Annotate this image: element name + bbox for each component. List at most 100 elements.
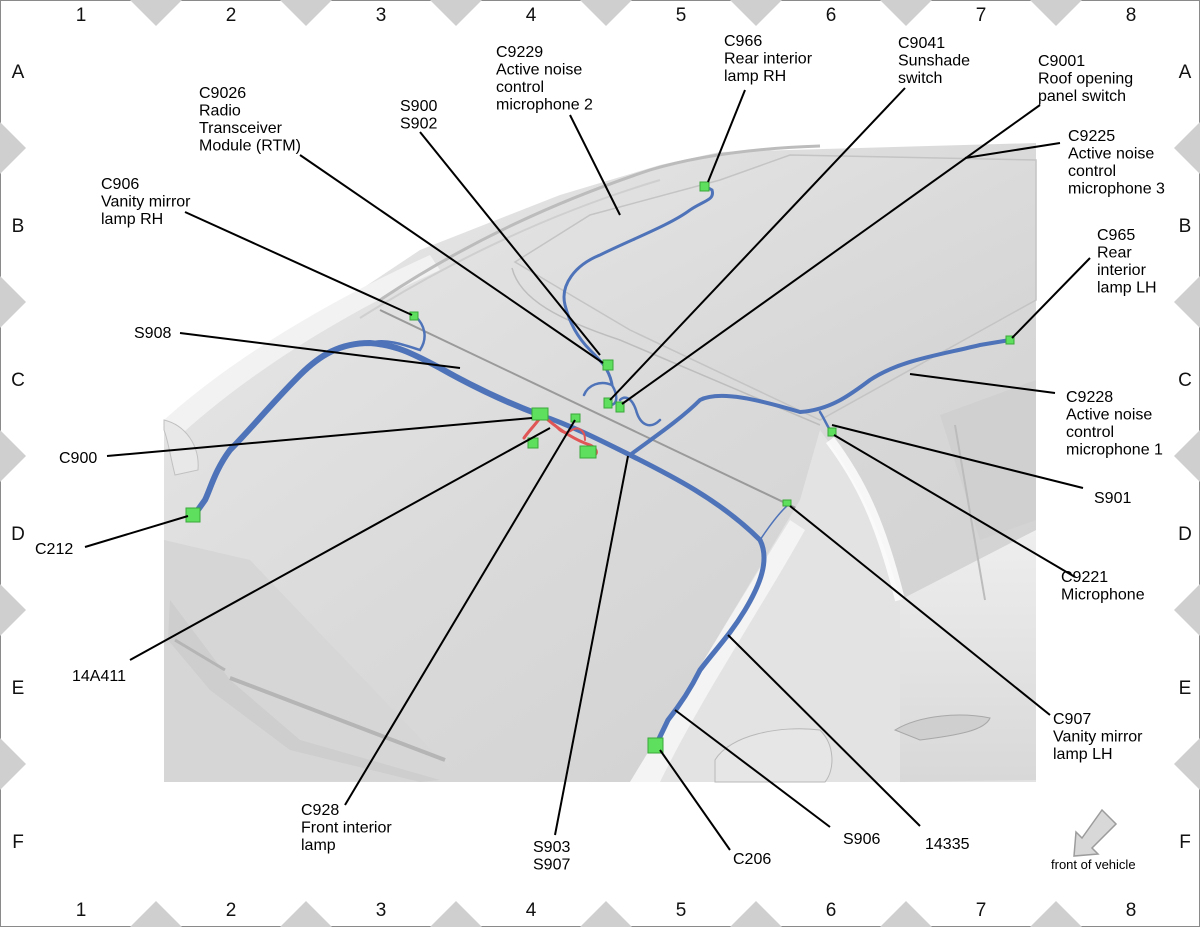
sunroof-panel [513,154,1037,421]
grid-col-top-7: 7 [976,5,987,26]
rear-quarter-glass [940,380,1036,540]
frame-marker-bottom-6 [880,901,932,927]
grid-col-bottom-5: 5 [676,900,687,921]
leader-c907 [789,505,1051,716]
frame-marker-bottom-1 [130,901,182,927]
label-c9001-line-2: panel switch [1038,88,1126,105]
grid-col-bottom-6: 6 [826,900,837,921]
label-c9229-line-1: Active noise [496,62,582,79]
leader-s906 [674,709,831,828]
vehicle-illustration [163,143,1037,783]
grid-row-right-A: A [1179,62,1192,83]
label-s903-line-0: S903 [533,839,570,856]
label-c900: C900 [59,450,97,467]
label-s900-line-0: S900 [400,98,437,115]
label-c907: C907 Vanity mirror lamp LH [1053,711,1143,763]
leader-c9225 [964,142,1061,159]
label-c9001-line-0: C9001 [1038,53,1085,70]
grid-row-left-D: D [11,524,25,545]
label-c907-line-2: lamp LH [1053,746,1113,763]
leader-c906 [184,211,413,316]
label-c9041-line-2: switch [898,70,942,87]
label-s908: S908 [134,325,171,342]
label-c9041-line-1: Sunshade [898,53,970,70]
grid-row-left-B: B [12,216,25,237]
label-c928-line-1: Front interior [301,820,392,837]
harness-branch-c965 [628,338,1012,457]
callout-labels: C9229 Active noise control microphone 2 C96… [35,33,1165,874]
label-14a411: 14A411 [72,668,126,685]
label-c9228-line-2: control [1066,424,1114,441]
label-c906-line-0: C906 [101,176,139,193]
wiper-arm [174,638,226,672]
connector-c900 [531,407,549,421]
label-c9229: C9229 Active noise control microphone 2 [496,44,593,114]
harness-branch-c907 [759,504,789,541]
label-c212: C212 [35,541,73,558]
label-c928-line-2: lamp [301,837,336,854]
label-14335: 14335 [925,836,970,853]
label-c966: C966 Rear interior lamp RH [724,33,813,85]
label-c9229-line-0: C9229 [496,44,543,61]
label-c9225-line-0: C9225 [1068,128,1115,145]
frame-marker-left-5 [0,738,26,790]
leader-lines [84,87,1091,851]
b-pillar-highlight [825,437,905,602]
label-c9225-line-1: Active noise [1068,146,1154,163]
frame-marker-right-1 [1174,122,1200,174]
grid-col-top-8: 8 [1126,5,1137,26]
sunroof-edge [511,267,821,426]
leader-c9041 [609,87,906,401]
frame-marker-top-7 [1030,0,1082,26]
leader-s900 [419,131,601,356]
label-c9041-line-0: C9041 [898,35,945,52]
label-c907-line-1: Vanity mirror [1053,729,1143,746]
label-c965-line-3: lamp LH [1097,280,1157,297]
frame-marker-top-5 [730,0,782,26]
label-c965: C965 Rear interior lamp LH [1097,227,1157,297]
frame-marker-top-1 [130,0,182,26]
label-c206-line-0: C206 [733,851,771,868]
label-c928-line-0: C928 [301,802,339,819]
label-s903-line-1: S907 [533,857,570,874]
label-c965-line-2: interior [1097,262,1147,279]
leader-c9228 [909,373,1056,394]
label-c212-line-0: C212 [35,541,73,558]
harness-branch-rear-lamp-rh [562,184,715,387]
grid-col-bottom-1: 1 [76,900,87,921]
right-mirror [714,728,833,783]
label-c9221-line-1: Microphone [1061,587,1145,604]
connector-c206 [647,737,664,754]
label-c9026-line-0: C9026 [199,85,246,102]
grid-row-left-A: A [12,62,25,83]
frame-marker-top-4 [580,0,632,26]
door-handle [893,714,991,741]
label-s906-line-0: S906 [843,831,880,848]
frame-marker-right-3 [1174,430,1200,482]
grid-col-bottom-2: 2 [226,900,237,921]
roof-rail-inner [359,179,661,319]
connector-c9041 [603,397,613,409]
leader-c965 [1011,257,1091,339]
label-c9229-line-2: control [496,79,544,96]
frame-marker-left-4 [0,584,26,636]
leader-c966 [707,89,746,183]
label-c900-line-0: C900 [59,450,97,467]
label-c9026: C9026 Radio Transceiver Module (RTM) [199,85,301,155]
frame-marker-bottom-2 [280,901,332,927]
leader-c9221 [833,434,1076,578]
frame-marker-left-3 [0,430,26,482]
grid-row-right-D: D [1178,524,1192,545]
label-c206: C206 [733,851,771,868]
connector-front-lamp-2 [579,445,597,459]
label-c9228-line-1: Active noise [1066,407,1152,424]
grid-row-right-E: E [1179,678,1192,699]
label-c9225-line-2: control [1068,163,1116,180]
grid-row-left-C: C [11,370,25,391]
leader-c9001 [621,104,1041,405]
label-s908-line-0: S908 [134,325,171,342]
label-c965-line-0: C965 [1097,227,1135,244]
label-c9228: C9228 Active noise control microphone 1 [1066,389,1163,459]
label-c966-line-0: C966 [724,33,762,50]
